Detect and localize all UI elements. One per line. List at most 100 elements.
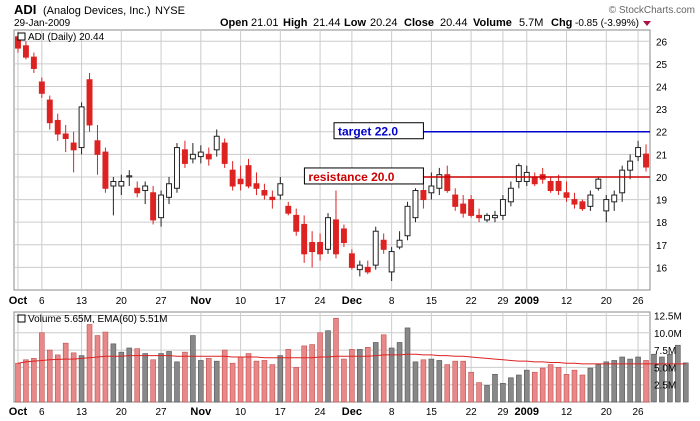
price-ytick-label: 24 xyxy=(656,83,668,94)
candle-body xyxy=(444,174,451,192)
volume-bar xyxy=(547,364,554,403)
volume-bar xyxy=(579,374,586,403)
price-panel: target 22.0 resistance 20.0 16 17 18 19 20 21 2… xyxy=(13,29,668,291)
volume-bar xyxy=(293,367,299,403)
volume-bar xyxy=(555,367,562,403)
volume-bar xyxy=(524,369,530,403)
candle-body xyxy=(380,239,387,250)
candle-body xyxy=(110,180,117,187)
price-ytick-label: 16 xyxy=(656,263,668,274)
price-xtick-label: 2009 xyxy=(515,295,539,307)
symbol-title: ADI xyxy=(14,2,36,17)
volume-panel: 2.5M 5.0M 7.5M 10.0M 12.5M Volume 5.65M, EMA… xyxy=(13,311,689,403)
volume-xtick-label: 8 xyxy=(389,407,395,418)
candle-body xyxy=(396,239,403,248)
candle-body xyxy=(150,192,157,221)
high-value: 21.44 xyxy=(313,17,341,29)
candle-body xyxy=(563,192,570,198)
chart-date: 29-Jan-2009 xyxy=(14,18,71,29)
price-xtick-label: 20 xyxy=(601,296,613,307)
volume-bar xyxy=(516,374,522,403)
volume-bar xyxy=(31,358,37,403)
volume-bar xyxy=(86,324,93,403)
volume-bar xyxy=(357,349,363,403)
candle-body xyxy=(253,183,260,189)
volume-bar xyxy=(412,361,419,403)
volume-xtick-label: Nov xyxy=(190,406,212,418)
candle-body xyxy=(158,194,165,219)
candle-body xyxy=(62,133,69,140)
candle-body xyxy=(293,214,300,232)
candle-body xyxy=(348,253,355,268)
candle-body xyxy=(102,151,109,189)
candle-body xyxy=(507,187,514,203)
volume-bar xyxy=(174,361,180,403)
volume-bar xyxy=(166,351,172,403)
volume-bar xyxy=(70,352,77,403)
volume-bar xyxy=(492,374,498,403)
volume-bar xyxy=(508,377,514,403)
candle-body xyxy=(571,199,578,205)
candle-body xyxy=(213,135,220,151)
candle-body xyxy=(78,106,85,149)
volume-ytick-label: 10.0M xyxy=(654,329,682,340)
price-xtick-label: 13 xyxy=(76,296,88,307)
volume-bar xyxy=(603,361,610,403)
volume-bar xyxy=(134,348,140,403)
price-ytick-label: 19 xyxy=(656,196,668,207)
volume-xtick-label: 17 xyxy=(275,407,287,418)
volume-bar xyxy=(372,342,379,403)
volume-bar xyxy=(675,344,681,403)
candle-body xyxy=(587,194,594,207)
price-ytick-label: 21 xyxy=(656,150,668,161)
candle-body xyxy=(245,165,252,187)
candle-body xyxy=(30,56,37,69)
candle-body xyxy=(412,190,419,219)
candle-body xyxy=(627,160,634,171)
candle-body xyxy=(388,251,395,273)
volume-bar xyxy=(404,327,411,403)
volume-bar xyxy=(142,353,148,403)
volume-bar xyxy=(468,371,474,403)
volume-bar xyxy=(47,349,53,403)
candle-body xyxy=(515,165,522,182)
close-label: Close xyxy=(404,17,434,29)
price-legend-swatch xyxy=(17,32,26,41)
volume-bar xyxy=(563,374,570,403)
candle-body xyxy=(468,199,475,216)
candle-body xyxy=(166,183,172,198)
price-ytick-label: 22 xyxy=(656,128,668,139)
volume-bar xyxy=(237,356,244,403)
price-xtick-label: 27 xyxy=(156,296,168,307)
low-label: Low xyxy=(344,17,366,29)
price-xtick-label: 29 xyxy=(497,296,509,307)
candle-body xyxy=(229,169,236,187)
price-xtick-label: 20 xyxy=(116,296,128,307)
candle-body xyxy=(285,205,292,214)
candle-body xyxy=(277,183,284,196)
candle-body xyxy=(269,196,276,201)
volume-bar xyxy=(15,362,21,403)
candle-body xyxy=(476,214,483,219)
volume-ytick-label: 2.5M xyxy=(654,381,676,392)
candle-body xyxy=(340,228,347,244)
volume-value: 5.7M xyxy=(519,17,543,29)
candle-body xyxy=(404,205,411,237)
price-xtick-label: 10 xyxy=(235,296,247,307)
volume-bar xyxy=(285,349,292,403)
volume-bar xyxy=(78,355,85,403)
volume-bar xyxy=(380,334,387,403)
candle-body xyxy=(499,199,506,216)
volume-bar xyxy=(643,360,649,403)
candle-body xyxy=(38,81,45,94)
volume-bar xyxy=(317,332,323,403)
candle-body xyxy=(301,223,308,255)
volume-label: Volume xyxy=(473,17,512,29)
volume-xtick-label: 13 xyxy=(76,407,88,418)
price-xtick-label: 26 xyxy=(633,296,645,307)
candle-body xyxy=(118,180,125,187)
candle-body xyxy=(555,180,562,192)
candle-body xyxy=(70,142,77,151)
price-ytick-label: 25 xyxy=(656,60,668,71)
volume-bar xyxy=(158,353,164,403)
